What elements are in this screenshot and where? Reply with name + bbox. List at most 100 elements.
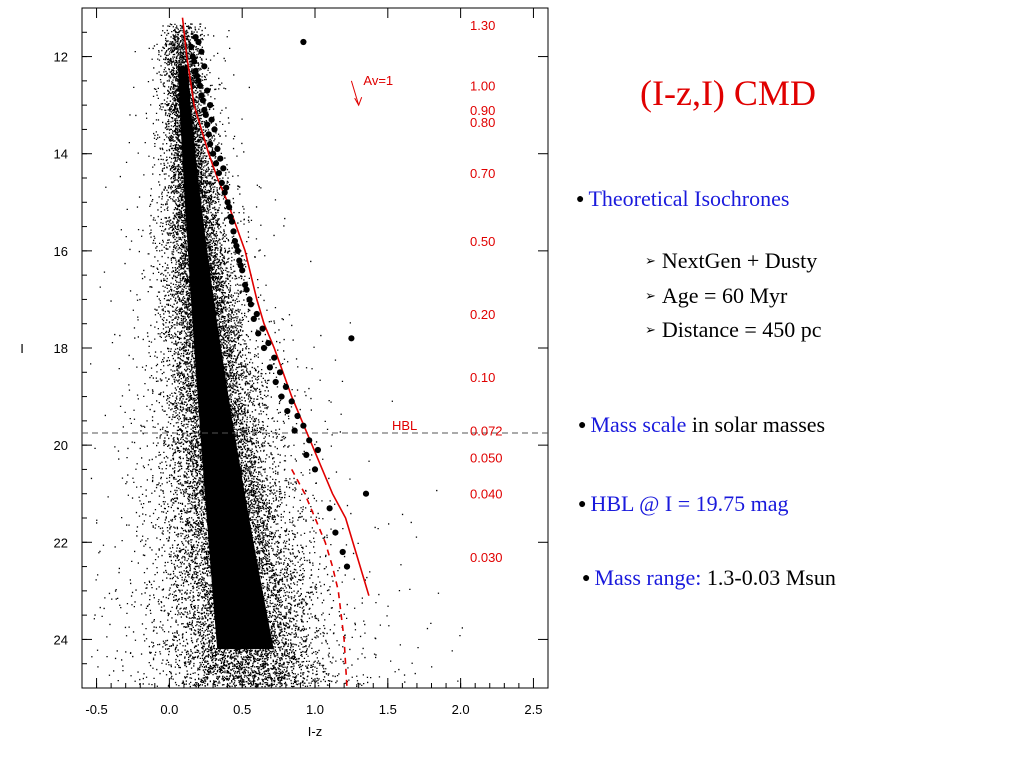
- member-point: [332, 529, 339, 536]
- member-point: [291, 427, 298, 434]
- member-point: [189, 53, 196, 60]
- sub-bullet-distance: ➢ Distance = 450 pc: [645, 317, 822, 343]
- member-point: [221, 189, 228, 196]
- member-point: [255, 330, 262, 337]
- mass-label: 0.50: [470, 234, 495, 249]
- mass-label: 1.00: [470, 79, 495, 94]
- member-point: [211, 126, 218, 133]
- member-point: [326, 505, 333, 512]
- sub-bullet-age: ➢ Age = 60 Myr: [645, 283, 787, 309]
- member-point: [205, 131, 212, 138]
- cluster-members: [188, 34, 370, 570]
- member-point: [300, 422, 307, 429]
- reddening-vector: [350, 80, 360, 106]
- x-tick-label: 1.0: [306, 702, 324, 717]
- member-point: [362, 490, 370, 497]
- dusty-isochrone: [290, 469, 348, 689]
- bullet-text-blue: Mass scale: [590, 412, 687, 437]
- member-point: [306, 437, 313, 444]
- mass-label: 0.90: [470, 103, 495, 118]
- member-point: [233, 242, 240, 250]
- nextgen-isochrone: [181, 17, 370, 596]
- member-point: [282, 383, 289, 390]
- arrow-bullet-icon: ➢: [645, 322, 656, 337]
- y-tick-label: 12: [54, 50, 68, 65]
- arrow-bullet-icon: ➢: [645, 253, 656, 268]
- member-point: [247, 301, 254, 308]
- member-point: [266, 364, 273, 371]
- cmd-plot: -0.5 0.0 0.5 1.0 1.5 2.0 2.5 12 14 16 18 20 22 24 I-z I…: [20, 7, 549, 739]
- member-point: [250, 315, 257, 322]
- axis-ticks: -0.5 0.0 0.5 1.0 1.5 2.0 2.5 12 14 16 18 20 22 24 I-z I: [20, 8, 548, 739]
- y-tick-label: 24: [54, 632, 68, 647]
- member-point: [294, 412, 301, 420]
- x-tick-label: 2.0: [452, 702, 470, 717]
- mass-label: 0.10: [470, 370, 495, 385]
- member-point: [207, 140, 214, 148]
- member-point: [224, 199, 231, 206]
- member-point: [204, 121, 211, 128]
- hbl-label: HBL: [392, 418, 417, 433]
- member-point: [218, 179, 225, 186]
- member-point: [243, 286, 250, 293]
- bullet-dot-icon: ●: [578, 497, 587, 512]
- member-point: [237, 262, 244, 269]
- sub-bullet-model: ➢ NextGen + Dusty: [645, 248, 817, 274]
- sub-bullet-text: Age = 60 Myr: [661, 283, 788, 308]
- bullet-text-black: in solar masses: [686, 412, 826, 437]
- bullet-text-blue-value: I = 19.75 mag: [664, 491, 789, 516]
- y-tick-label: 22: [54, 535, 68, 550]
- member-point: [212, 160, 220, 167]
- bullet-mass-range: ● Mass range: 1.3-0.03 Msun: [582, 565, 836, 591]
- member-point: [228, 218, 236, 225]
- member-point: [193, 72, 201, 80]
- member-point: [227, 213, 234, 220]
- member-point: [300, 38, 307, 46]
- cmd-plot-panel: -0.5 0.0 0.5 1.0 1.5 2.0 2.5 12 14 16 18 20 22 24 I-z I…: [20, 7, 549, 739]
- member-point: [217, 155, 224, 162]
- member-point: [343, 563, 351, 570]
- member-point: [204, 87, 211, 94]
- member-point: [198, 48, 205, 55]
- mass-label: 0.040: [470, 487, 503, 502]
- mass-label: 0.072: [470, 424, 503, 439]
- member-point: [265, 340, 272, 347]
- member-point: [276, 369, 284, 376]
- member-point: [220, 165, 227, 172]
- member-point: [201, 63, 208, 70]
- x-axis-label: I-z: [308, 724, 322, 739]
- x-tick-label: 0.0: [160, 702, 178, 717]
- member-point: [253, 310, 260, 318]
- member-point: [195, 38, 202, 46]
- field-star-cloud: [90, 22, 463, 688]
- member-point: [259, 325, 266, 332]
- mass-label: 1.30: [470, 18, 495, 33]
- member-point: [348, 335, 355, 342]
- member-point: [246, 296, 253, 303]
- member-point: [199, 97, 206, 104]
- mass-scale: 1.30 1.00 0.900.80 0.70 0.50 0.20 0.10 0.072 0.0…: [363, 18, 502, 565]
- member-point: [239, 267, 246, 274]
- member-point: [214, 145, 221, 152]
- member-point: [195, 77, 202, 84]
- member-point: [242, 281, 249, 288]
- x-tick-label: 2.5: [524, 702, 542, 717]
- member-point: [215, 170, 222, 177]
- member-point: [198, 92, 205, 99]
- sub-bullet-text: NextGen + Dusty: [661, 248, 818, 273]
- member-point: [234, 247, 241, 254]
- x-tick-label: 0.5: [233, 702, 251, 717]
- bullet-theoretical-isochrones: ● Theoretical Isochrones: [576, 186, 789, 212]
- bullet-text-blue: Mass range:: [594, 565, 702, 590]
- member-point: [284, 408, 291, 415]
- member-point: [192, 68, 199, 75]
- member-point: [230, 228, 237, 235]
- member-point: [226, 204, 233, 211]
- member-point: [231, 238, 238, 245]
- bullet-dot-icon: ●: [576, 192, 585, 207]
- y-tick-label: 16: [54, 244, 68, 259]
- sub-bullet-text: Distance = 450 pc: [661, 317, 822, 342]
- bullet-mass-scale: ● Mass scale in solar masses: [578, 412, 825, 438]
- mass-label: 0.050: [470, 450, 503, 465]
- field-stars: [90, 22, 463, 688]
